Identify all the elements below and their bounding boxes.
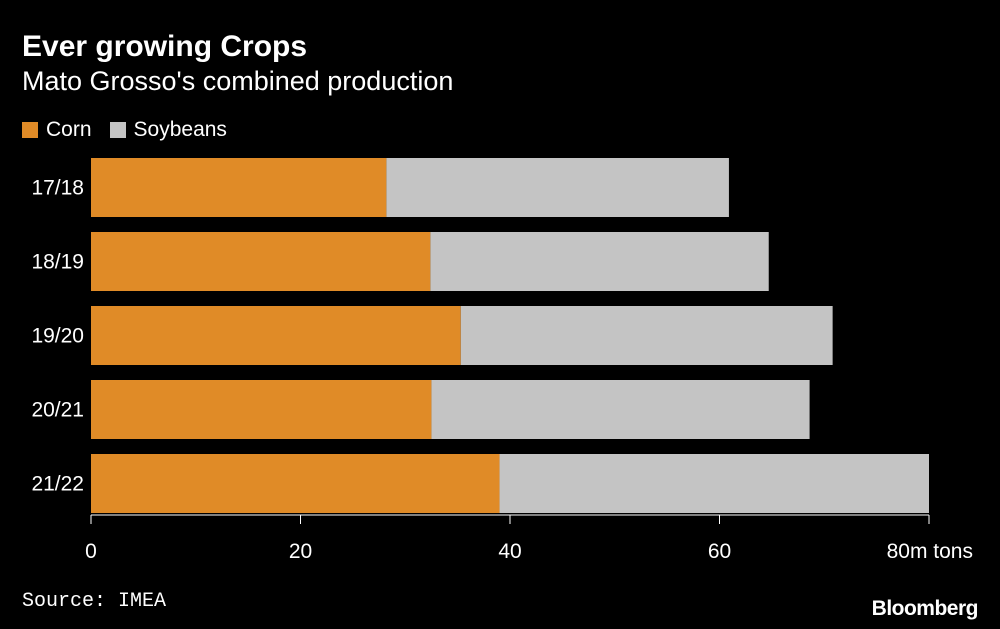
bar-soybeans-18-19 — [430, 232, 769, 291]
bar-corn-20-21 — [91, 380, 432, 439]
bar-soybeans-21-22 — [499, 454, 929, 513]
bar-corn-17-18 — [91, 158, 387, 217]
x-tick-label-80: 80m tons — [887, 540, 973, 563]
legend-item-corn: Corn — [22, 118, 92, 142]
legend-item-soybeans: Soybeans — [109, 118, 227, 142]
bloomberg-logo: Bloomberg — [871, 597, 979, 620]
bar-soybeans-19-20 — [460, 306, 833, 365]
x-tick-label-60: 60 — [708, 540, 731, 563]
chart-subtitle: Mato Grosso's combined production — [22, 66, 454, 96]
chart-title: Ever growing Crops — [22, 30, 308, 63]
legend-label-corn: Corn — [46, 118, 92, 141]
y-tick-label-20-21: 20/21 — [31, 399, 84, 422]
bar-corn-18-19 — [91, 232, 431, 291]
bar-corn-21-22 — [91, 454, 500, 513]
source-note: Source: IMEA — [22, 590, 167, 613]
bar-corn-19-20 — [91, 306, 461, 365]
x-tick-label-20: 20 — [289, 540, 312, 563]
y-tick-label-17-18: 17/18 — [31, 177, 84, 200]
legend-swatch-soybeans — [109, 122, 126, 138]
legend-swatch-corn — [22, 122, 38, 138]
y-tick-label-18-19: 18/19 — [31, 251, 84, 274]
y-tick-label-21-22: 21/22 — [31, 473, 84, 496]
y-tick-label-19-20: 19/20 — [31, 325, 84, 348]
bar-soybeans-17-18 — [386, 158, 729, 217]
x-tick-label-0: 0 — [85, 540, 97, 563]
x-tick-label-40: 40 — [498, 540, 521, 563]
legend: Corn Soybeans — [22, 118, 245, 142]
legend-label-soybeans: Soybeans — [133, 118, 227, 141]
bar-soybeans-20-21 — [431, 380, 810, 439]
